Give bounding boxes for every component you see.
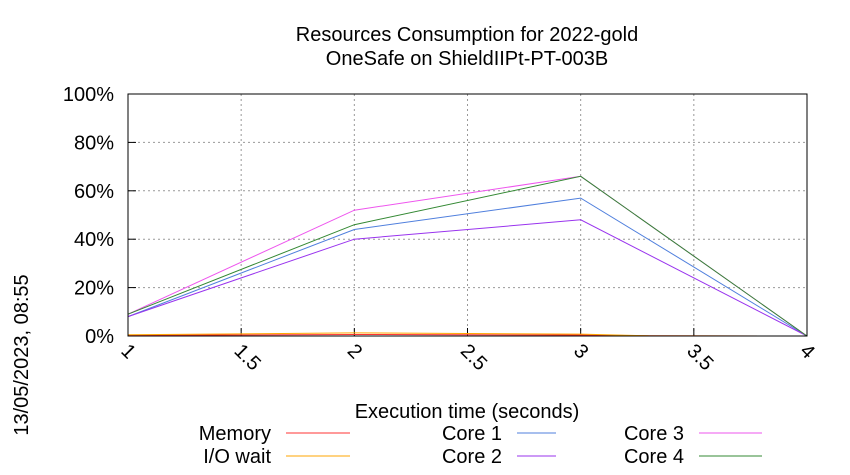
chart-subtitle: OneSafe on ShieldIIPt-PT-003B <box>326 48 608 70</box>
legend-item: Memory <box>199 423 350 445</box>
legend-item: Core 2 <box>442 446 556 468</box>
legend-label: Memory <box>199 423 271 445</box>
plot-frame <box>127 93 808 337</box>
x-tick-label: 4 <box>795 340 818 363</box>
chart-title: Resources Consumption for 2022-gold <box>296 24 638 46</box>
legend-item: I/O wait <box>203 446 350 468</box>
x-tick-label: 3.5 <box>682 340 717 375</box>
x-tick-label: 3 <box>569 340 592 363</box>
series-line-core-4 <box>127 175 808 337</box>
y-tick-label: 80% <box>74 132 114 154</box>
series-line-core-2 <box>127 219 808 337</box>
grid-lines <box>127 93 808 337</box>
y-tick-label: 40% <box>74 229 114 251</box>
legend-item: Core 4 <box>624 446 762 468</box>
y-tick-label: 60% <box>74 181 114 203</box>
x-tick-label: 1 <box>116 340 139 363</box>
y-axis-ticks: 0% 20% 40% 60% 80% 100% <box>63 84 136 348</box>
legend-label: Core 4 <box>624 446 684 468</box>
legend-item: Core 1 <box>442 423 556 445</box>
legend-item: Core 3 <box>624 423 762 445</box>
y-tick-label: 100% <box>63 84 114 106</box>
y-tick-label: 20% <box>74 278 114 300</box>
legend-label: Core 2 <box>442 446 502 468</box>
legend-label: Core 3 <box>624 423 684 445</box>
y-tick-label: 0% <box>85 326 114 348</box>
x-axis-label: Execution time (seconds) <box>355 401 580 423</box>
x-tick-label: 2 <box>343 340 366 363</box>
series-line-core-1 <box>127 197 808 337</box>
x-tick-label: 2.5 <box>456 340 491 375</box>
legend-label: Core 1 <box>442 423 502 445</box>
legend-label: I/O wait <box>203 446 271 468</box>
series-lines <box>127 175 808 337</box>
x-tick-label: 1.5 <box>230 340 265 375</box>
timestamp-label: 13/05/2023, 08:55 <box>11 274 33 435</box>
